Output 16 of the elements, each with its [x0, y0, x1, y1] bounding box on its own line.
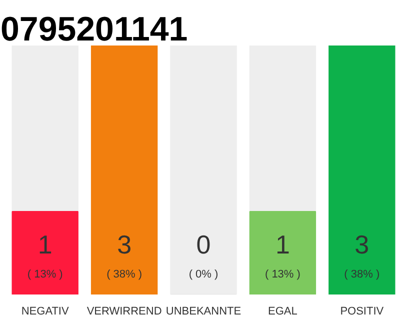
x-tick-label: VERWIRREND: [86, 306, 162, 318]
x-tick-label: NEGATIV: [21, 306, 70, 318]
annotation: ( 38% ): [344, 268, 380, 281]
annotation: ( 38% ): [106, 268, 142, 281]
data-label: 1: [275, 230, 290, 260]
annotation: ( 0% ): [188, 268, 218, 281]
data-label: 3: [354, 230, 370, 260]
data-label: 3: [117, 230, 132, 260]
annotation: ( 13% ): [264, 268, 300, 281]
data-label: 1: [38, 230, 52, 260]
data-label: 0: [196, 230, 211, 260]
annotation: ( 13% ): [27, 268, 63, 281]
x-tick-label: EGAL: [268, 306, 298, 318]
x-tick-label: POSITIV: [340, 306, 384, 318]
x-tick-label: UNBEKANNTE: [166, 306, 242, 318]
chart-title: 0795201141: [0, 10, 188, 48]
